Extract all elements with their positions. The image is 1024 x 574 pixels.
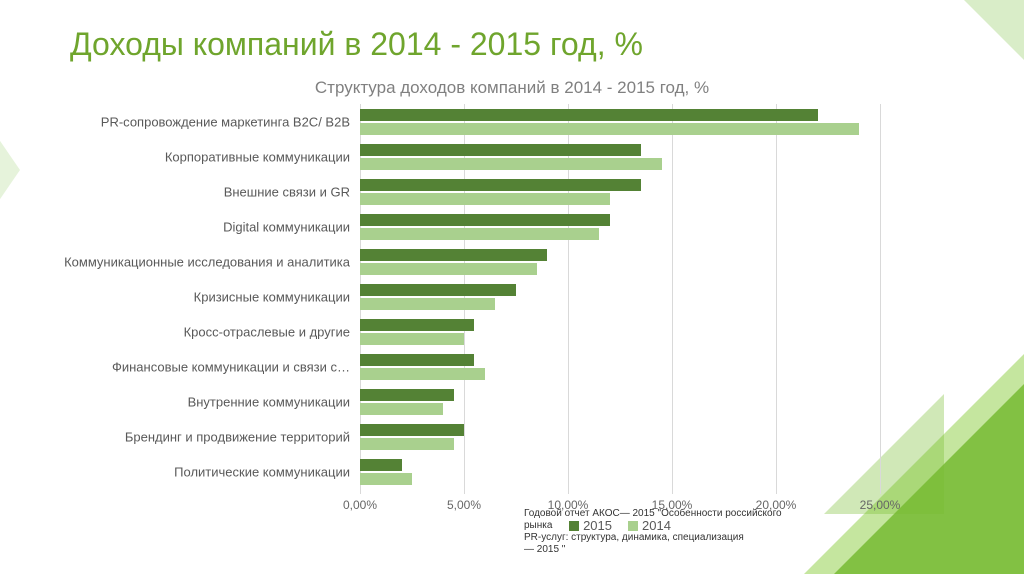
category-label: Политические коммуникации [60, 465, 350, 478]
bar-s2014 [360, 263, 537, 275]
page-title: Доходы компаний в 2014 - 2015 год, % [70, 26, 643, 63]
bar-s2014 [360, 368, 485, 380]
bar-s2014 [360, 298, 495, 310]
category-row: Кризисные коммуникации [60, 279, 880, 314]
category-row: PR-сопровождение маркетинга B2C/ B2B [60, 104, 880, 139]
bar-s2015 [360, 109, 818, 121]
bar-s2015 [360, 424, 464, 436]
bar-s2014 [360, 193, 610, 205]
bar-s2014 [360, 158, 662, 170]
category-row: Брендинг и продвижение территорий [60, 419, 880, 454]
category-label: Кросс-отраслевые и другие [60, 325, 350, 338]
category-label: Брендинг и продвижение территорий [60, 430, 350, 443]
chart-subtitle: Структура доходов компаний в 2014 - 2015… [0, 78, 1024, 98]
category-row: Внутренние коммуникации [60, 384, 880, 419]
footnote-line1: Годовой отчет АКОС— 2015 "Особенности ро… [524, 508, 782, 531]
x-tick: 0,00% [343, 498, 377, 512]
category-row: Корпоративные коммуникации [60, 139, 880, 174]
category-label: PR-сопровождение маркетинга B2C/ B2B [60, 115, 350, 128]
bar-s2015 [360, 319, 474, 331]
category-row: Финансовые коммуникации и связи с… [60, 349, 880, 384]
bar-s2015 [360, 249, 547, 261]
category-row: Политические коммуникации [60, 454, 880, 489]
x-tick: 25,00% [860, 498, 901, 512]
footnote-line2: PR-услуг: структура, динамика, специализ… [524, 532, 744, 543]
bar-s2014 [360, 473, 412, 485]
bar-s2014 [360, 228, 599, 240]
bar-s2014 [360, 403, 443, 415]
category-row: Внешние связи и GR [60, 174, 880, 209]
category-label: Digital коммуникации [60, 220, 350, 233]
bar-s2015 [360, 354, 474, 366]
category-label: Корпоративные коммуникации [60, 150, 350, 163]
decor-triangle-left [0, 100, 20, 240]
bar-s2015 [360, 459, 402, 471]
x-tick: 5,00% [447, 498, 481, 512]
category-label: Кризисные коммуникации [60, 290, 350, 303]
slide: Доходы компаний в 2014 - 2015 год, % Стр… [0, 0, 1024, 574]
category-row: Коммуникационные исследования и аналитик… [60, 244, 880, 279]
bar-s2015 [360, 214, 610, 226]
category-row: Digital коммуникации [60, 209, 880, 244]
bar-s2015 [360, 389, 454, 401]
footnote: Годовой отчет АКОС— 2015 "Особенности ро… [524, 508, 804, 556]
category-label: Финансовые коммуникации и связи с… [60, 360, 350, 373]
bar-s2014 [360, 333, 464, 345]
category-label: Внутренние коммуникации [60, 395, 350, 408]
gridline [880, 104, 881, 494]
bar-s2015 [360, 284, 516, 296]
bar-s2015 [360, 179, 641, 191]
category-row: Кросс-отраслевые и другие [60, 314, 880, 349]
category-label: Коммуникационные исследования и аналитик… [60, 255, 350, 268]
bar-s2014 [360, 123, 859, 135]
chart: PR-сопровождение маркетинга B2C/ B2B Корп… [60, 104, 880, 494]
footnote-line3: — 2015 " [524, 544, 565, 555]
category-label: Внешние связи и GR [60, 185, 350, 198]
bar-s2014 [360, 438, 454, 450]
bar-s2015 [360, 144, 641, 156]
